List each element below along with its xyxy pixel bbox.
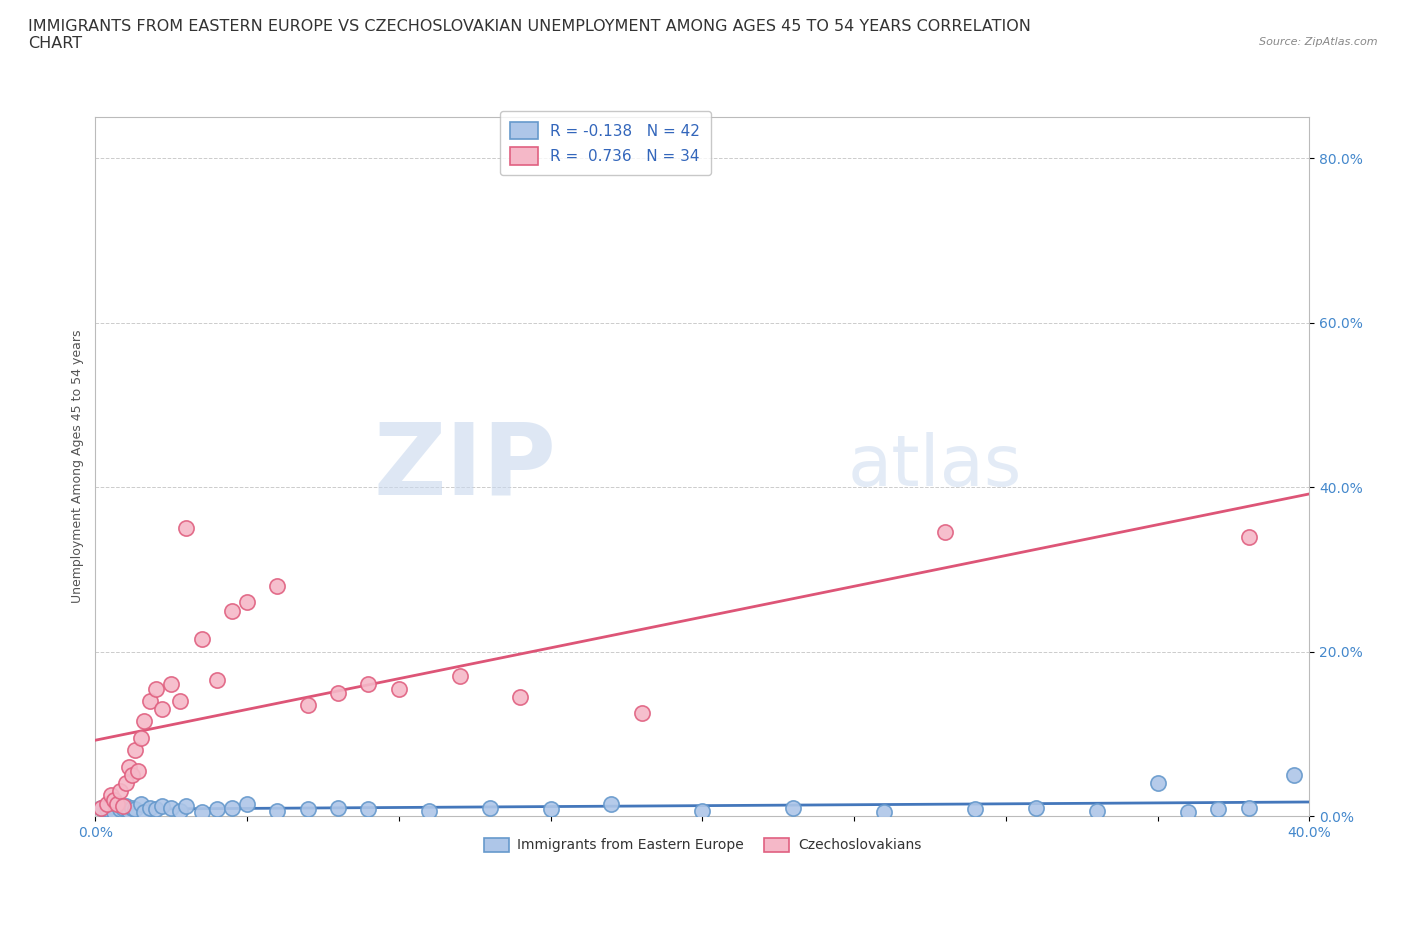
Point xyxy=(326,801,349,816)
Point xyxy=(1206,802,1229,817)
Point xyxy=(160,801,183,816)
Point xyxy=(1237,801,1260,816)
Point xyxy=(965,802,987,817)
Point xyxy=(205,673,228,688)
Point xyxy=(129,730,152,745)
Point xyxy=(132,714,155,729)
Point xyxy=(357,802,380,817)
Text: ZIP: ZIP xyxy=(374,418,557,515)
Point xyxy=(160,677,183,692)
Point xyxy=(103,792,125,807)
Point xyxy=(169,694,191,709)
Point xyxy=(108,784,131,799)
Point xyxy=(139,801,162,816)
Point xyxy=(90,801,112,816)
Point xyxy=(105,796,128,811)
Point xyxy=(96,802,118,817)
Point xyxy=(1085,804,1108,818)
Point xyxy=(782,801,804,816)
Text: Source: ZipAtlas.com: Source: ZipAtlas.com xyxy=(1260,37,1378,47)
Y-axis label: Unemployment Among Ages 45 to 54 years: Unemployment Among Ages 45 to 54 years xyxy=(72,330,84,604)
Point xyxy=(121,801,143,816)
Point xyxy=(169,804,191,818)
Point xyxy=(540,802,562,817)
Point xyxy=(934,525,956,539)
Point xyxy=(1146,776,1168,790)
Text: IMMIGRANTS FROM EASTERN EUROPE VS CZECHOSLOVAKIAN UNEMPLOYMENT AMONG AGES 45 TO : IMMIGRANTS FROM EASTERN EUROPE VS CZECHO… xyxy=(28,19,1031,51)
Point xyxy=(1282,767,1305,782)
Point xyxy=(100,799,122,814)
Point xyxy=(297,698,319,712)
Point xyxy=(114,776,136,790)
Point xyxy=(326,685,349,700)
Text: atlas: atlas xyxy=(848,432,1022,501)
Point xyxy=(418,804,440,818)
Point xyxy=(266,804,288,818)
Point xyxy=(111,801,134,816)
Point xyxy=(105,796,128,811)
Point xyxy=(103,804,125,819)
Point xyxy=(873,804,896,819)
Point xyxy=(221,801,243,816)
Point xyxy=(121,767,143,782)
Point xyxy=(132,804,155,819)
Point xyxy=(176,521,198,536)
Point xyxy=(90,801,112,816)
Point xyxy=(108,802,131,817)
Point xyxy=(150,702,173,717)
Point xyxy=(357,677,380,692)
Point xyxy=(145,681,167,696)
Point xyxy=(630,706,652,721)
Point xyxy=(1237,529,1260,544)
Point xyxy=(124,802,146,817)
Point xyxy=(297,802,319,817)
Point xyxy=(118,804,141,818)
Point xyxy=(600,796,623,811)
Point xyxy=(111,799,134,814)
Point xyxy=(129,796,152,811)
Point xyxy=(509,689,531,704)
Point xyxy=(449,669,471,684)
Point xyxy=(1025,801,1047,816)
Legend: Immigrants from Eastern Europe, Czechoslovakians: Immigrants from Eastern Europe, Czechosl… xyxy=(478,832,927,858)
Point xyxy=(127,764,149,778)
Point xyxy=(114,799,136,814)
Point xyxy=(266,578,288,593)
Point xyxy=(176,799,198,814)
Point xyxy=(139,694,162,709)
Point xyxy=(236,595,259,610)
Point xyxy=(150,799,173,814)
Point xyxy=(236,796,259,811)
Point xyxy=(190,631,212,646)
Point xyxy=(205,802,228,817)
Point xyxy=(388,681,411,696)
Point xyxy=(96,796,118,811)
Point xyxy=(124,743,146,758)
Point xyxy=(118,759,141,774)
Point xyxy=(100,788,122,803)
Point xyxy=(1177,804,1199,819)
Point xyxy=(145,802,167,817)
Point xyxy=(190,804,212,819)
Point xyxy=(221,603,243,618)
Point xyxy=(478,801,501,816)
Point xyxy=(692,804,714,818)
